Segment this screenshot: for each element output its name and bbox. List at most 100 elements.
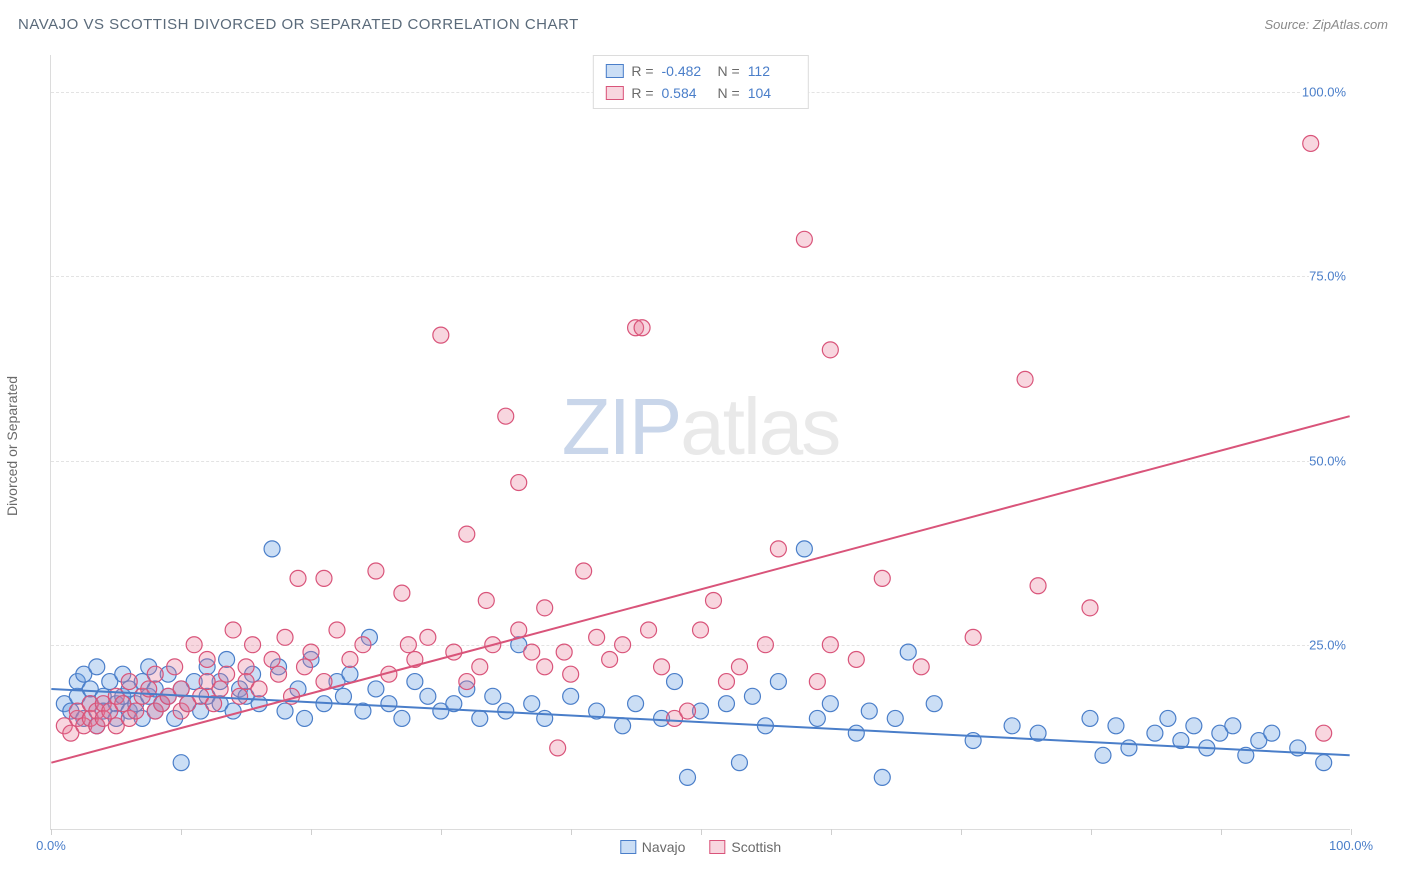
data-point [186,637,202,653]
data-point [667,674,683,690]
data-point [693,622,709,638]
data-point [913,659,929,675]
data-point [400,637,416,653]
data-point [537,600,553,616]
data-point [718,696,734,712]
legend-n-value: 112 [748,63,796,79]
data-point [264,651,280,667]
data-point [303,644,319,660]
data-point [394,585,410,601]
data-point [335,688,351,704]
scatter-plot [51,55,1350,829]
legend-r-label: R = [631,85,653,101]
data-point [290,570,306,586]
data-point [822,342,838,358]
data-point [147,666,163,682]
data-point [731,755,747,771]
data-point [1147,725,1163,741]
data-point [641,622,657,638]
data-point [1121,740,1137,756]
data-point [1160,710,1176,726]
x-tick [1351,829,1352,835]
data-point [634,320,650,336]
legend-swatch [620,840,636,854]
data-point [589,629,605,645]
data-point [718,674,734,690]
data-point [680,703,696,719]
x-tick-label: 0.0% [36,838,66,853]
legend-label: Scottish [731,839,781,855]
data-point [472,659,488,675]
data-point [433,327,449,343]
data-point [167,659,183,675]
legend-swatch [709,840,725,854]
data-point [524,644,540,660]
data-point [524,696,540,712]
x-tick [831,829,832,835]
legend-r-value: -0.482 [662,63,710,79]
data-point [251,681,267,697]
data-point [628,696,644,712]
data-point [277,629,293,645]
data-point [900,644,916,660]
data-point [173,755,189,771]
data-point [744,688,760,704]
data-point [1316,725,1332,741]
data-point [576,563,592,579]
data-point [232,688,248,704]
legend-row: R = -0.482 N = 112 [605,60,795,82]
legend-item: Scottish [709,839,781,855]
legend-swatch [605,64,623,78]
data-point [848,651,864,667]
data-point [757,637,773,653]
series-legend: Navajo Scottish [620,839,781,855]
data-point [381,696,397,712]
data-point [1303,135,1319,151]
data-point [459,674,475,690]
data-point [238,659,254,675]
data-point [264,541,280,557]
x-tick [1221,829,1222,835]
data-point [478,592,494,608]
data-point [342,651,358,667]
data-point [680,769,696,785]
legend-r-label: R = [631,63,653,79]
chart-source: Source: ZipAtlas.com [1264,17,1388,32]
data-point [926,696,942,712]
data-point [394,710,410,726]
x-tick [1091,829,1092,835]
data-point [615,637,631,653]
data-point [199,651,215,667]
legend-swatch [605,86,623,100]
data-point [498,408,514,424]
trend-line [51,689,1349,755]
data-point [316,570,332,586]
data-point [1095,747,1111,763]
data-point [245,637,261,653]
data-point [1082,600,1098,616]
data-point [472,710,488,726]
data-point [731,659,747,675]
data-point [1030,578,1046,594]
data-point [861,703,877,719]
y-axis-title: Divorced or Separated [4,376,20,516]
x-tick [441,829,442,835]
data-point [277,703,293,719]
data-point [121,674,137,690]
correlation-legend: R =-0.482N =112R =0.584N =104 [592,55,808,109]
data-point [822,637,838,653]
chart-plot-area: ZIPatlas 25.0%50.0%75.0%100.0% 0.0%100.0… [50,55,1350,830]
data-point [556,644,572,660]
data-point [1225,718,1241,734]
data-point [1017,371,1033,387]
data-point [128,703,144,719]
data-point [874,769,890,785]
legend-n-value: 104 [748,85,796,101]
data-point [796,541,812,557]
legend-label: Navajo [642,839,686,855]
data-point [225,622,241,638]
data-point [770,674,786,690]
data-point [705,592,721,608]
legend-n-label: N = [718,63,740,79]
data-point [1316,755,1332,771]
